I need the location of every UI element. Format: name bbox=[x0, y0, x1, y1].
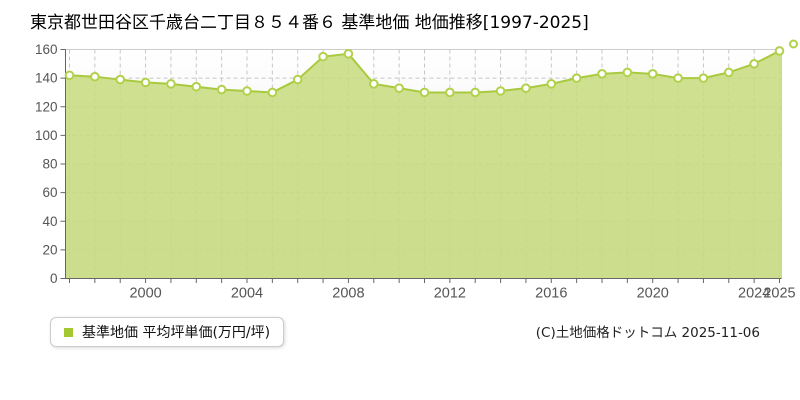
data-point bbox=[749, 59, 759, 69]
svg-text:2004: 2004 bbox=[231, 286, 263, 302]
svg-text:2016: 2016 bbox=[535, 286, 567, 302]
data-point bbox=[723, 67, 734, 78]
data-point bbox=[445, 87, 455, 98]
svg-text:120: 120 bbox=[35, 99, 58, 114]
data-point bbox=[546, 79, 557, 89]
data-point bbox=[343, 48, 354, 59]
data-point bbox=[216, 84, 227, 95]
data-point bbox=[571, 73, 582, 83]
svg-text:0: 0 bbox=[50, 271, 58, 286]
data-point bbox=[673, 73, 683, 83]
data-point bbox=[597, 69, 607, 79]
data-point bbox=[90, 71, 100, 82]
copyright-text: (C)土地価格ドットコム 2025-11-06 bbox=[535, 325, 760, 341]
svg-text:2000: 2000 bbox=[129, 286, 161, 302]
data-point bbox=[242, 86, 252, 96]
axes bbox=[60, 49, 782, 283]
data-point bbox=[140, 77, 151, 88]
svg-text:2008: 2008 bbox=[332, 286, 364, 302]
data-point bbox=[419, 87, 430, 98]
data-point bbox=[115, 74, 126, 85]
data-point bbox=[267, 87, 278, 98]
legend-label: 基準地価 平均坪単価(万円/坪) bbox=[82, 325, 271, 341]
data-point bbox=[191, 81, 202, 92]
svg-text:20: 20 bbox=[42, 242, 57, 257]
y-axis-labels: 0 20 40 60 80 100 120 140 160 bbox=[35, 42, 58, 286]
data-point bbox=[318, 51, 328, 62]
svg-text:2024: 2024 bbox=[738, 286, 770, 302]
data-point bbox=[64, 70, 75, 81]
data-point bbox=[774, 46, 785, 56]
data-point bbox=[394, 83, 404, 93]
svg-text:2025: 2025 bbox=[763, 286, 795, 302]
page-title: 東京都世田谷区千歳台二丁目８５４番６ 基準地価 地価推移[1997-2025] bbox=[30, 13, 589, 33]
svg-text:2012: 2012 bbox=[434, 286, 466, 302]
svg-text:80: 80 bbox=[42, 157, 57, 172]
svg-text:40: 40 bbox=[42, 214, 57, 229]
data-point bbox=[647, 69, 658, 79]
legend: 基準地価 平均坪単価(万円/坪) bbox=[50, 317, 285, 347]
data-point bbox=[521, 83, 531, 93]
svg-text:60: 60 bbox=[42, 185, 57, 200]
data-points bbox=[64, 46, 785, 98]
legend-swatch-icon bbox=[64, 327, 73, 337]
svg-text:140: 140 bbox=[35, 71, 58, 86]
svg-text:160: 160 bbox=[35, 42, 58, 57]
data-point bbox=[622, 67, 633, 78]
svg-text:2020: 2020 bbox=[637, 286, 669, 302]
data-point bbox=[292, 74, 303, 85]
data-point bbox=[368, 79, 379, 89]
data-point bbox=[166, 79, 176, 89]
svg-text:100: 100 bbox=[35, 128, 58, 143]
data-point bbox=[470, 87, 481, 98]
stray-marker bbox=[789, 39, 798, 49]
area-fill bbox=[65, 50, 782, 279]
data-point bbox=[495, 86, 506, 96]
data-point bbox=[698, 73, 709, 83]
